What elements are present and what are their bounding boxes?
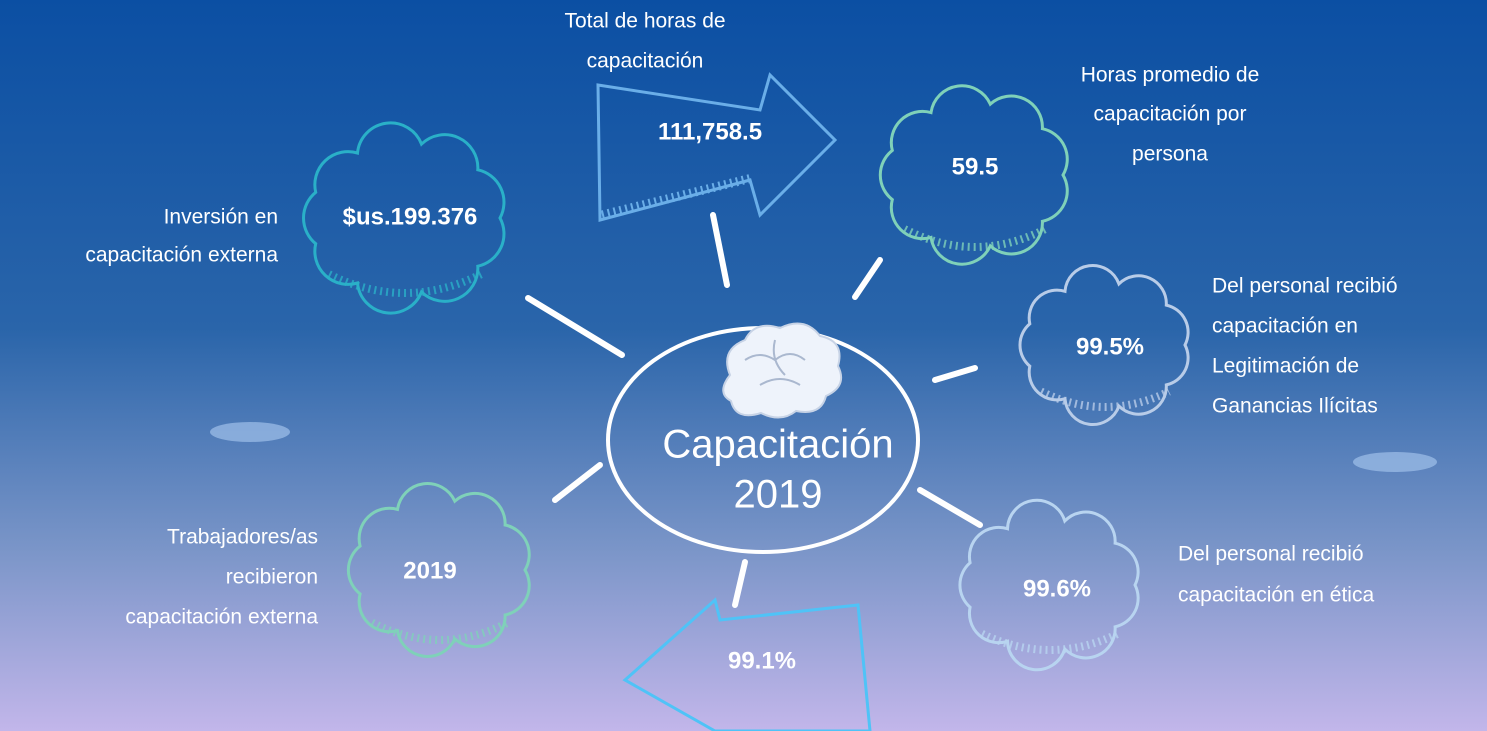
spoke	[525, 295, 625, 358]
cloud	[878, 84, 1069, 266]
decorations	[302, 72, 1190, 731]
brain-icon	[722, 322, 842, 419]
cloud	[1018, 263, 1190, 427]
node-label: capacitación en ética	[1178, 584, 1374, 607]
arrow	[596, 72, 838, 222]
cloud	[958, 498, 1140, 672]
node-label: Del personal recibió	[1178, 543, 1364, 566]
node-value: 99.6%	[1023, 575, 1091, 602]
node-label: persona	[1132, 143, 1208, 166]
spoke	[732, 559, 748, 608]
node-label: Total de horas de	[564, 10, 725, 33]
node-label: Trabajadores/as	[167, 526, 318, 549]
node-value: $us.199.376	[343, 203, 478, 230]
spoke	[917, 487, 983, 528]
center-title: Capacitación	[662, 423, 893, 467]
cloud-shade	[902, 225, 1048, 251]
node-value: 59.5	[952, 153, 999, 180]
node-value: 99.1%	[728, 647, 796, 674]
node-label: Horas promedio de	[1081, 64, 1260, 87]
spoke	[552, 462, 603, 503]
node-label: capacitación en	[1212, 315, 1358, 338]
node-label: Del personal recibió	[1212, 275, 1398, 298]
node-value: 111,758.5	[658, 118, 762, 145]
node-label: capacitación externa	[85, 244, 278, 267]
cloud-shade	[327, 270, 483, 297]
node-label: capacitación	[587, 50, 704, 73]
node-label: recibieron	[226, 566, 318, 589]
node-label: Legitimación de	[1212, 355, 1359, 378]
node-label: capacitación externa	[125, 606, 318, 629]
spoke	[932, 365, 978, 383]
spoke	[710, 212, 730, 288]
arrow	[622, 597, 872, 731]
cloud-shade	[1039, 387, 1171, 411]
node-value: 2019	[403, 557, 456, 584]
node-value: 99.5%	[1076, 333, 1144, 360]
arrow-shade	[600, 173, 754, 220]
ceiling-light	[1353, 452, 1437, 472]
node-label: capacitación por	[1094, 103, 1247, 126]
cloud	[302, 121, 506, 315]
node-label: Inversión en	[164, 206, 278, 229]
node-label: Ganancias Ilícitas	[1212, 395, 1378, 418]
spoke	[852, 257, 883, 300]
cloud	[346, 482, 531, 658]
center-year: 2019	[734, 473, 823, 517]
ceiling-light	[210, 422, 290, 442]
